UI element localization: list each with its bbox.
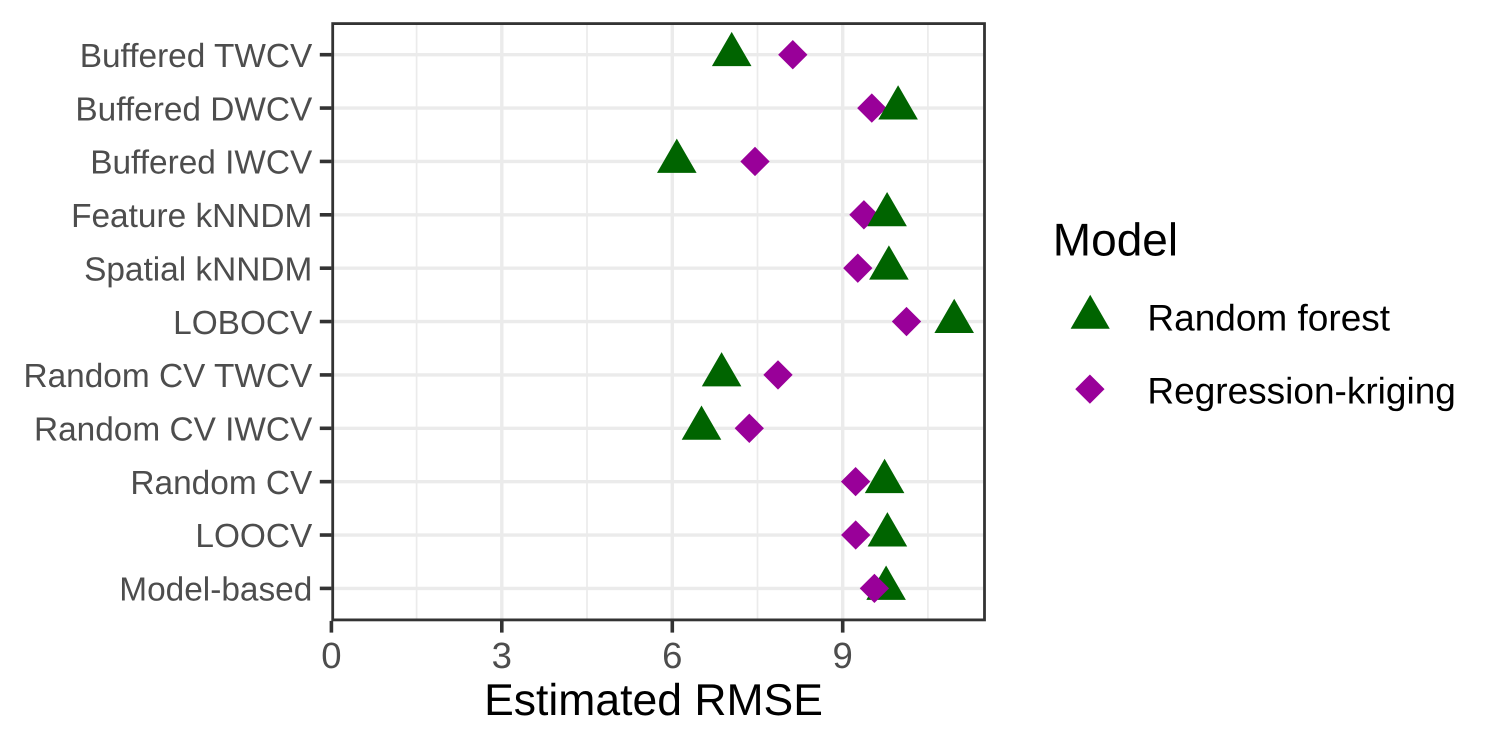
svg-text:Spatial kNNDM: Spatial kNNDM bbox=[84, 251, 312, 288]
svg-text:Model-based: Model-based bbox=[119, 572, 312, 609]
svg-text:0: 0 bbox=[321, 635, 341, 676]
svg-text:Buffered TWCV: Buffered TWCV bbox=[80, 38, 313, 75]
svg-text:Random forest: Random forest bbox=[1147, 297, 1390, 338]
svg-text:3: 3 bbox=[492, 635, 512, 676]
svg-text:LOBOCV: LOBOCV bbox=[173, 305, 313, 342]
svg-text:Buffered DWCV: Buffered DWCV bbox=[75, 91, 313, 128]
svg-text:9: 9 bbox=[833, 635, 853, 676]
svg-text:Model: Model bbox=[1053, 214, 1178, 266]
svg-text:LOOCV: LOOCV bbox=[195, 518, 313, 555]
svg-text:6: 6 bbox=[662, 635, 682, 676]
svg-text:Estimated RMSE: Estimated RMSE bbox=[484, 676, 823, 725]
svg-text:Feature kNNDM: Feature kNNDM bbox=[71, 198, 312, 235]
svg-text:Random CV TWCV: Random CV TWCV bbox=[23, 358, 313, 395]
svg-text:Random CV IWCV: Random CV IWCV bbox=[34, 411, 313, 448]
svg-text:Buffered IWCV: Buffered IWCV bbox=[90, 145, 313, 182]
svg-text:Regression-kriging: Regression-kriging bbox=[1147, 370, 1455, 411]
svg-text:Random CV: Random CV bbox=[130, 465, 313, 502]
